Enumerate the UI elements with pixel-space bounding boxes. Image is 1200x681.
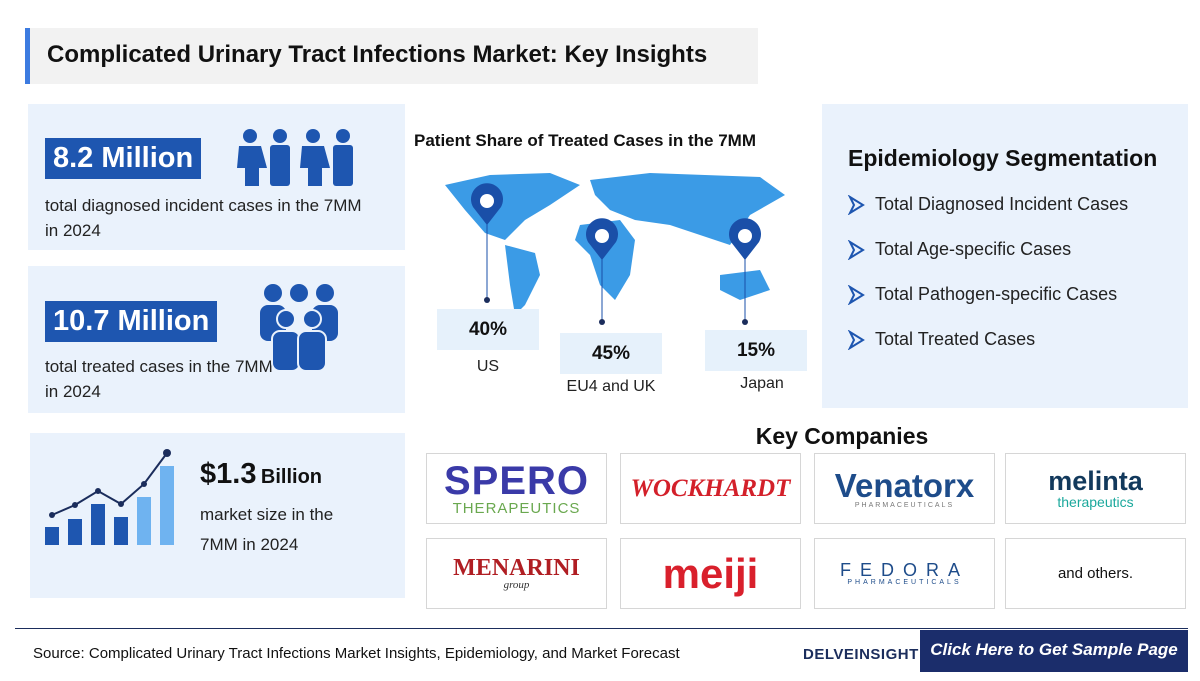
brand: DELVEINSIGHT <box>803 646 919 663</box>
stat-label: total treated cases in the 7MM in 2024 <box>45 357 273 401</box>
company-logo: melinta therapeutics <box>1005 453 1186 524</box>
page-title: Complicated Urinary Tract Infections Mar… <box>47 41 708 68</box>
title-accent <box>25 28 30 84</box>
world-map <box>445 173 785 325</box>
segmentation-panel <box>822 104 1188 408</box>
footer-rule <box>15 628 1188 629</box>
stat-label: total diagnosed incident cases in the 7M… <box>45 196 362 240</box>
company-name: and others. <box>1057 565 1134 582</box>
company-name: melinta <box>1048 466 1143 496</box>
share-value: 45% <box>560 333 662 374</box>
chevron-icon <box>846 194 866 216</box>
chevron <box>847 329 865 351</box>
share-value: 40% <box>437 309 539 350</box>
segment-item: Total Age-specific Cases <box>875 239 1072 259</box>
title-box: Complicated Urinary Tract Infections Mar… <box>25 28 758 84</box>
company-name: MENARINI <box>453 555 580 581</box>
companies-title: Key Companies <box>755 423 929 449</box>
market-amount: $1.3 <box>200 458 257 490</box>
stat-label: market size in the 7MM in 2024 <box>200 505 334 554</box>
chevron-icon <box>846 239 866 261</box>
market-value: $1.3 Billion <box>200 458 322 491</box>
segment-item: Total Diagnosed Incident Cases <box>875 194 1129 214</box>
company-name: FEDORA <box>839 560 969 580</box>
region-name: Japan <box>740 375 784 392</box>
chevron-icon <box>846 284 866 306</box>
company-logo: WOCKHARDT <box>620 453 801 524</box>
map-title: Patient Share of Treated Cases in the 7M… <box>414 131 756 150</box>
company-logo: MENARINI group <box>426 538 607 609</box>
chevron-icon <box>846 329 866 351</box>
company-name: Venatorx <box>834 466 975 504</box>
company-subtitle: PHARMACEUTICALS <box>854 501 955 509</box>
chevron <box>847 239 865 261</box>
region-name: EU4 and UK <box>566 378 656 395</box>
company-logo: Venatorx PHARMACEUTICALS <box>814 453 995 524</box>
company-logo: meiji <box>620 538 801 609</box>
company-subtitle: THERAPEUTICS <box>452 500 581 517</box>
chevron <box>847 284 865 306</box>
segmentation-title: Epidemiology Segmentation <box>848 145 1158 171</box>
group-icon <box>260 284 338 372</box>
segment-item: Total Treated Cases <box>875 329 1036 349</box>
company-logo: and others. <box>1005 538 1186 609</box>
company-logo: SPERO THERAPEUTICS <box>426 453 607 524</box>
sample-page-button[interactable]: Click Here to Get Sample Page <box>920 630 1188 672</box>
company-name: SPERO <box>443 459 590 503</box>
growth-icon <box>45 449 174 545</box>
company-subtitle: therapeutics <box>1057 494 1134 510</box>
company-logo: FEDORA PHARMACEUTICALS <box>814 538 995 609</box>
share-value: 15% <box>705 330 807 371</box>
people-icon <box>237 129 353 186</box>
company-name: meiji <box>662 549 759 597</box>
stat-value: 8.2 Million <box>45 138 202 179</box>
chevron <box>847 194 865 216</box>
company-subtitle: PHARMACEUTICALS <box>847 579 962 586</box>
company-subtitle: group <box>503 579 530 591</box>
market-unit: Billion <box>260 466 323 488</box>
company-name: WOCKHARDT <box>630 475 791 502</box>
segment-item: Total Pathogen-specific Cases <box>875 284 1118 304</box>
region-name: US <box>476 358 500 375</box>
stat-value: 10.7 Million <box>45 301 218 342</box>
source-text: Source: Complicated Urinary Tract Infect… <box>33 645 680 662</box>
